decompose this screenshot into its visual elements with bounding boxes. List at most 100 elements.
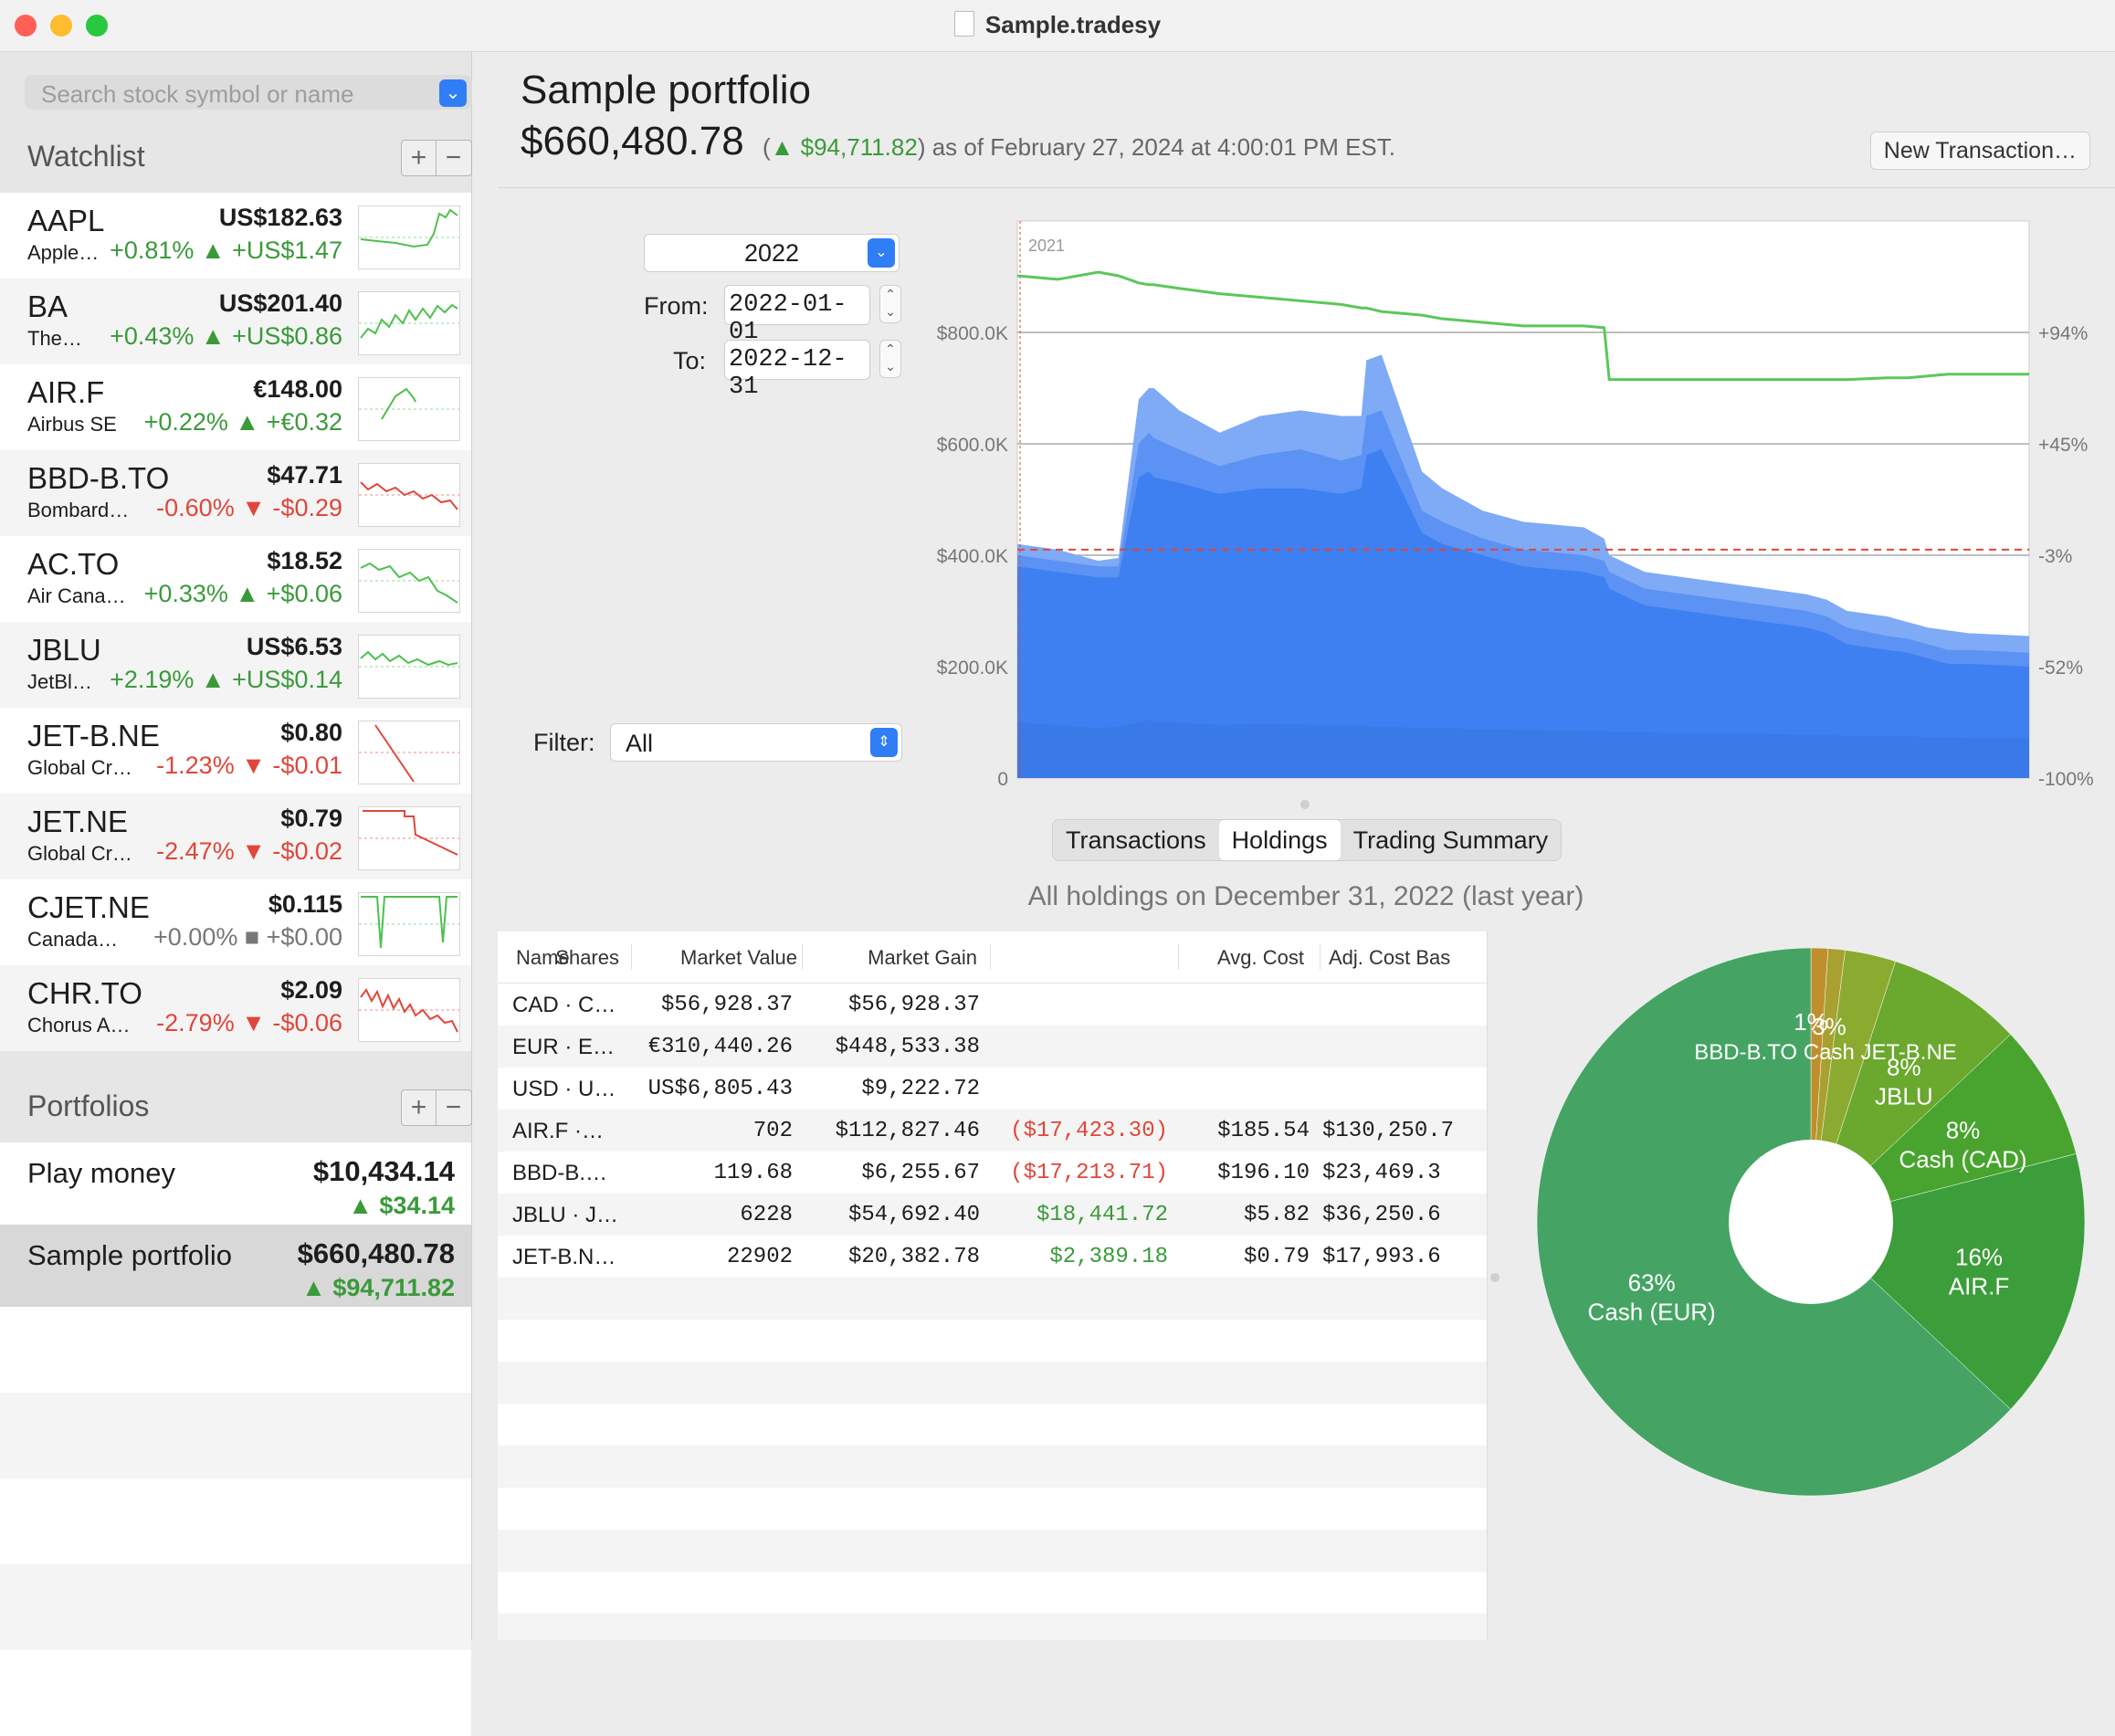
y-axis-tick-label: $800.0K [937, 323, 1008, 344]
y2-axis-tick-label: +94% [2038, 323, 2088, 344]
portfolio-remove-button[interactable]: − [445, 1092, 462, 1122]
y-axis-tick-label: $600.0K [937, 435, 1008, 456]
from-date-value: 2022-01-01 [729, 291, 847, 346]
watchlist: AAPL Apple… US$182.63 +0.81% ▲ +US$1.47 … [0, 193, 471, 1051]
window-title-text: Sample.tradesy [984, 11, 1162, 38]
portfolio-row-sample[interactable]: Sample portfolio $660,480.78 ▲ $94,711.8… [0, 1225, 471, 1307]
portfolio-area-chart: $800.0K +94% $600.0K +45% $400.0K -3% $200.0K -… [937, 220, 2094, 790]
document-icon [953, 11, 974, 37]
watchlist-row-jet.ne[interactable]: JET.NE Global Cr… $0.79 -2.47% ▼ -$0.02 [0, 794, 471, 879]
watchlist-row-ba[interactable]: BA The… US$201.40 +0.43% ▲ +US$0.86 [0, 279, 471, 364]
sidebar: Search stock symbol or name ⌄ Watchlist … [0, 52, 472, 1736]
pie-slice-label: Cash (CAD) [1899, 1145, 2026, 1173]
portfolio-header: Sample portfolio $660,480.78 (▲ $94,711.… [498, 60, 2105, 188]
empty-row [0, 1307, 471, 1393]
portfolio-add-button[interactable]: + [402, 1090, 437, 1125]
column-market-gain[interactable]: Market Gain [868, 946, 977, 969]
pie-slice-percent: 8% [1887, 1054, 1921, 1081]
table-row[interactable]: USD · U… US$6,805.43 $9,222.72 [498, 1068, 1487, 1110]
close-window-button[interactable] [15, 15, 37, 37]
zoom-window-button[interactable] [86, 15, 108, 37]
cell-shares: US$6,805.43 [647, 1077, 793, 1101]
column-divider [802, 944, 803, 970]
cell-adj-cost: $23,469.3 [1322, 1161, 1441, 1185]
column-adj-cost-basis[interactable]: Adj. Cost Bas [1329, 946, 1451, 969]
new-transaction-button[interactable]: New Transaction… [1869, 132, 2090, 170]
portfolio-name: Play money [27, 1157, 175, 1189]
tab-trading-summary[interactable]: Trading Summary [1352, 826, 1549, 854]
cell-market-gain: ($17,213.71) [1010, 1161, 1168, 1185]
stock-price: US$182.63 [218, 204, 342, 231]
up-down-chevron-icon: ⇕ [870, 728, 898, 757]
stock-price: $0.79 [280, 805, 342, 832]
sparkline [358, 377, 460, 441]
holdings-caption: All holdings on December 31, 2022 (last … [1027, 881, 1584, 911]
stock-symbol: AIR.F [27, 375, 105, 409]
table-row[interactable]: BBD-B.… 119.68 $6,255.67 ($17,213.71) $1… [498, 1152, 1487, 1194]
watchlist-row-jet-b.ne[interactable]: JET-B.NE Global Cr… $0.80 -1.23% ▼ -$0.0… [0, 708, 471, 794]
donut-hole [1729, 1140, 1893, 1304]
stock-symbol: JET-B.NE [27, 719, 160, 752]
column-avg-cost[interactable]: Avg. Cost [1217, 946, 1304, 969]
stock-price: $47.71 [267, 461, 342, 489]
from-date-field[interactable]: 2022-01-01 [724, 285, 870, 346]
column-name[interactable]: Name [516, 946, 570, 969]
search-dropdown-button[interactable]: ⌄ [439, 79, 467, 107]
column-divider [1320, 944, 1321, 970]
area-band-base [1017, 719, 2029, 778]
sparkline [358, 806, 460, 870]
watchlist-row-ac.to[interactable]: AC.TO Air Cana… $18.52 +0.33% ▲ +$0.06 [0, 536, 471, 622]
minimize-window-button[interactable] [50, 15, 72, 37]
stock-name: Bombard… [27, 499, 130, 521]
cell-adj-cost: $36,250.6 [1322, 1203, 1441, 1227]
watchlist-row-aapl[interactable]: AAPL Apple… US$182.63 +0.81% ▲ +US$1.47 [0, 193, 471, 279]
stock-change: +2.19% ▲ +US$0.14 [110, 666, 342, 693]
page-title: Sample portfolio [521, 68, 811, 112]
empty-table-row [498, 1488, 1487, 1530]
split-handle[interactable] [1490, 1273, 1499, 1282]
portfolios-add-remove: + − [401, 1089, 472, 1126]
table-row[interactable]: JBLU · J… 6228 $54,692.40 $18,441.72 $5.… [498, 1194, 1487, 1236]
stock-price: US$201.40 [218, 289, 342, 317]
pie-slice-percent: 8% [1946, 1116, 1981, 1143]
cell-name: BBD-B.… [512, 1161, 608, 1185]
split-handle[interactable] [1300, 800, 1310, 809]
sparkline [358, 205, 460, 269]
as-of-text: ) as of February 27, 2024 at 4:00:01 PM … [917, 133, 1396, 161]
cell-shares: 119.68 [713, 1161, 793, 1185]
table-row[interactable]: CAD · C… $56,928.37 $56,928.37 [498, 984, 1487, 1026]
cell-avg-cost: $5.82 [1243, 1203, 1310, 1227]
portfolio-row-play-money[interactable]: Play money $10,434.14 ▲ $34.14 [0, 1142, 471, 1225]
table-row[interactable]: AIR.F ·… 702 $112,827.46 ($17,423.30) $1… [498, 1110, 1487, 1152]
table-row[interactable]: EUR · E… €310,440.26 $448,533.38 [498, 1026, 1487, 1068]
to-date-stepper[interactable]: ⌃ ⌄ [879, 340, 901, 378]
stock-name: Apple… [27, 241, 100, 264]
stock-price: $18.52 [267, 547, 342, 574]
filter-popup[interactable]: All ⇕ [610, 723, 902, 762]
column-market-value[interactable]: Market Value [680, 946, 797, 969]
watchlist-remove-button[interactable]: − [445, 142, 462, 173]
watchlist-row-chr.to[interactable]: CHR.TO Chorus A… $2.09 -2.79% ▼ -$0.06 [0, 965, 471, 1051]
year-popup[interactable]: 2022 ⌄ [644, 234, 900, 272]
tab-holdings[interactable]: Holdings [1218, 820, 1341, 860]
search-input[interactable]: Search stock symbol or name ⌄ [25, 75, 472, 110]
watchlist-add-button[interactable]: + [402, 141, 437, 175]
filter-value: All [626, 730, 654, 757]
to-date-value: 2022-12-31 [729, 346, 847, 401]
pie-slice-label: JBLU [1875, 1083, 1933, 1110]
stock-change: -2.79% ▼ -$0.06 [156, 1009, 342, 1036]
empty-table-row [498, 1320, 1487, 1362]
window-title: Sample.tradesy [0, 11, 2115, 39]
cell-market-value: $54,692.40 [847, 1203, 980, 1227]
to-date-field[interactable]: 2022-12-31 [724, 340, 870, 401]
cell-market-value: $20,382.78 [847, 1245, 980, 1269]
cell-shares: 22902 [726, 1245, 793, 1269]
tab-transactions[interactable]: Transactions [1066, 826, 1206, 854]
from-date-stepper[interactable]: ⌃ ⌄ [879, 285, 901, 323]
watchlist-row-jblu[interactable]: JBLU JetBl… US$6.53 +2.19% ▲ +US$0.14 [0, 622, 471, 708]
watchlist-row-cjet.ne[interactable]: CJET.NE Canada… $0.115 +0.00% ■ +$0.00 [0, 879, 471, 965]
table-row[interactable]: JET-B.N… 22902 $20,382.78 $2,389.18 $0.7… [498, 1236, 1487, 1278]
watchlist-row-bbd-b.to[interactable]: BBD-B.TO Bombard… $47.71 -0.60% ▼ -$0.29 [0, 450, 471, 536]
column-shares[interactable]: Shares [555, 946, 619, 969]
watchlist-row-air.f[interactable]: AIR.F Airbus SE €148.00 +0.22% ▲ +€0.32 [0, 364, 471, 450]
